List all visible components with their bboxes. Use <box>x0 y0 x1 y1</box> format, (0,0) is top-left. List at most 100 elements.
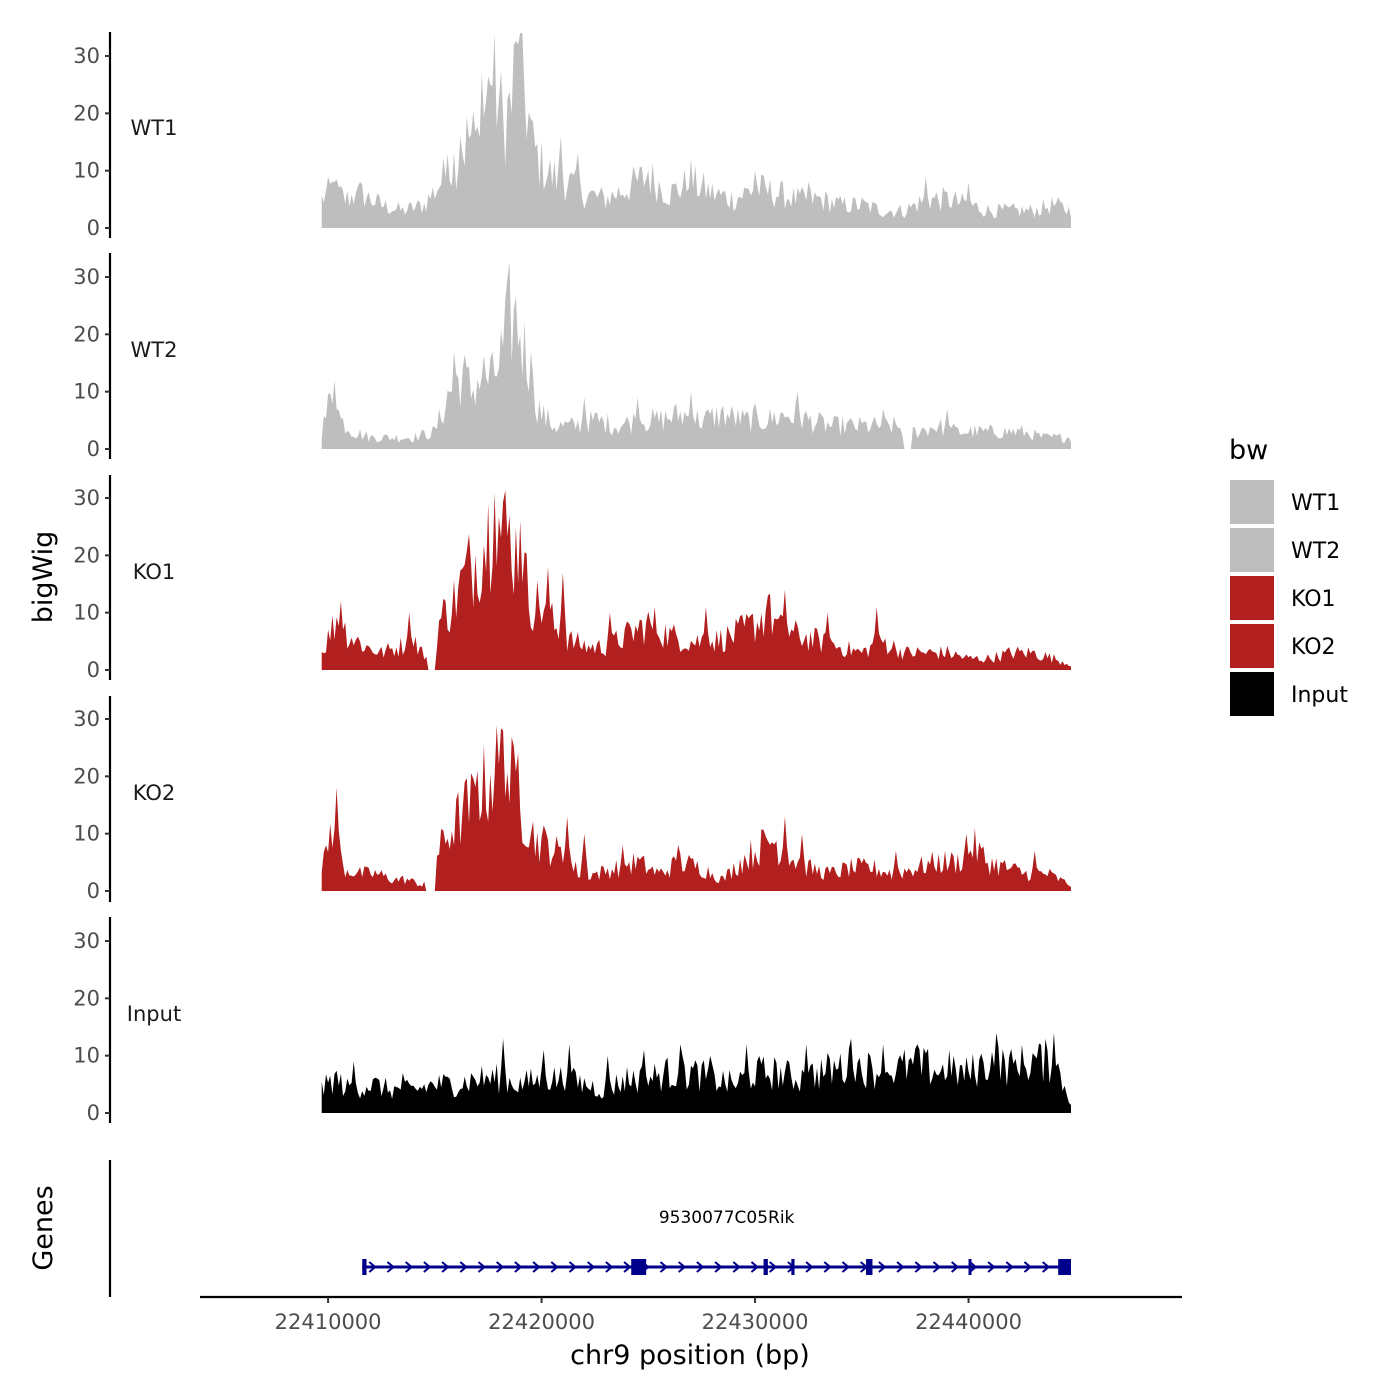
strand-arrow <box>969 1261 978 1273</box>
strand-arrow <box>732 1261 741 1273</box>
track-label-input: Input <box>127 1002 181 1026</box>
legend-label-ko2: KO2 <box>1291 635 1336 660</box>
legend-swatch-ko2 <box>1230 624 1274 668</box>
signal-area-wt2 <box>321 262 1071 449</box>
strand-arrow <box>477 1261 487 1273</box>
track-ko2: 0 10 20 30 KO2 <box>73 696 1071 903</box>
signal-area-input <box>321 1032 1071 1113</box>
gene-exon <box>791 1259 795 1275</box>
strand-arrow <box>496 1261 505 1273</box>
gene-exon <box>763 1259 768 1275</box>
y-tick-label: 30 <box>73 929 100 953</box>
strand-arrow <box>423 1261 432 1273</box>
track-wt1: 0 10 20 30 WT1 <box>73 32 1071 240</box>
x-tick-label: 22440000 <box>915 1310 1022 1334</box>
track-ko1: 0 10 20 30 KO1 <box>73 475 1071 682</box>
signal-tracks: 0 10 20 30 WT1 0 10 20 30 WT2 0 10 20 30 KO1 0 10 20 30 KO2… <box>73 32 1071 1125</box>
strand-arrow <box>568 1261 578 1273</box>
y-tick-label: 20 <box>73 764 100 788</box>
track-label-ko1: KO1 <box>133 560 176 584</box>
strand-arrow <box>841 1261 851 1273</box>
strand-arrow <box>623 1261 632 1273</box>
y-tick-label: 10 <box>73 159 100 183</box>
legend-swatch-wt1 <box>1230 480 1274 524</box>
y-tick-label: 20 <box>73 986 100 1010</box>
track-input: 0 10 20 30 Input <box>73 917 1071 1125</box>
x-axis: 22410000 22420000 22430000 22440000 <box>200 1295 1182 1334</box>
gene-panel: 9530077C05Rik <box>108 1160 1071 1297</box>
gene-exon <box>968 1259 972 1275</box>
strand-arrow <box>678 1261 687 1273</box>
legend: bw WT1 WT2 KO1 KO2 Input <box>1229 435 1348 716</box>
strand-arrow <box>987 1261 996 1273</box>
legend-label-wt2: WT2 <box>1291 539 1340 564</box>
y-tick-label: 10 <box>73 822 100 846</box>
x-tick-label: 22420000 <box>488 1310 595 1334</box>
strand-arrow <box>386 1261 396 1273</box>
y-tick-label: 30 <box>73 44 100 68</box>
legend-swatch-input <box>1230 672 1274 716</box>
y-tick-label: 10 <box>73 601 100 625</box>
strand-arrow <box>587 1261 596 1273</box>
y-tick-label: 20 <box>73 322 100 346</box>
strand-arrow <box>805 1261 814 1273</box>
strand-arrow <box>769 1261 778 1273</box>
gene-panel-title: Genes <box>28 1185 59 1270</box>
legend-swatch-ko1 <box>1230 576 1274 620</box>
y-axis-title: bigWig <box>28 531 59 624</box>
strand-arrow <box>696 1261 705 1273</box>
signal-area-wt1 <box>321 33 1071 228</box>
gene-exon <box>866 1259 873 1275</box>
y-tick-label: 10 <box>73 1044 100 1068</box>
strand-arrow <box>605 1261 614 1273</box>
y-tick-label: 0 <box>87 437 100 461</box>
strand-arrow <box>459 1261 468 1273</box>
y-tick-label: 20 <box>73 101 100 125</box>
strand-arrow <box>750 1261 760 1273</box>
strand-arrow <box>914 1261 923 1273</box>
strand-arrow <box>550 1261 559 1273</box>
track-wt2: 0 10 20 30 WT2 <box>73 253 1071 461</box>
signal-area-ko1 <box>321 490 1071 670</box>
signal-area-ko2 <box>321 725 1071 891</box>
y-tick-label: 30 <box>73 265 100 289</box>
gene-exon <box>362 1259 367 1275</box>
x-axis-title: chr9 position (bp) <box>570 1340 810 1371</box>
legend-title: bw <box>1229 435 1268 466</box>
strand-arrow <box>896 1261 905 1273</box>
strand-arrow <box>932 1261 942 1273</box>
legend-label-wt1: WT1 <box>1291 491 1340 516</box>
y-tick-label: 0 <box>87 879 100 903</box>
track-label-wt1: WT1 <box>131 116 178 140</box>
y-tick-label: 30 <box>73 707 100 731</box>
track-label-wt2: WT2 <box>131 338 178 362</box>
strand-arrow <box>1005 1261 1014 1273</box>
legend-label-input: Input <box>1291 683 1348 708</box>
strand-arrow <box>659 1261 669 1273</box>
strand-arrow <box>714 1261 723 1273</box>
legend-swatch-wt2 <box>1230 528 1274 572</box>
y-tick-label: 20 <box>73 543 100 567</box>
strand-arrow <box>405 1261 414 1273</box>
strand-arrow <box>823 1261 832 1273</box>
x-tick-label: 22430000 <box>702 1310 809 1334</box>
gene-exon <box>1058 1259 1071 1275</box>
strand-arrow <box>878 1261 887 1273</box>
y-tick-label: 0 <box>87 216 100 240</box>
strand-arrow <box>951 1261 960 1273</box>
y-tick-label: 0 <box>87 1101 100 1125</box>
gene-name-label: 9530077C05Rik <box>659 1208 795 1228</box>
gene-exon <box>631 1259 647 1275</box>
track-label-ko2: KO2 <box>133 781 176 805</box>
x-tick-label: 22410000 <box>275 1310 382 1334</box>
y-tick-label: 0 <box>87 658 100 682</box>
legend-label-ko1: KO1 <box>1291 587 1336 612</box>
strand-arrow <box>441 1261 450 1273</box>
strand-arrow <box>532 1261 541 1273</box>
strand-arrow <box>1041 1261 1051 1273</box>
strand-arrow <box>368 1261 377 1273</box>
y-tick-label: 10 <box>73 380 100 404</box>
y-tick-label: 30 <box>73 486 100 510</box>
strand-arrow <box>514 1261 523 1273</box>
